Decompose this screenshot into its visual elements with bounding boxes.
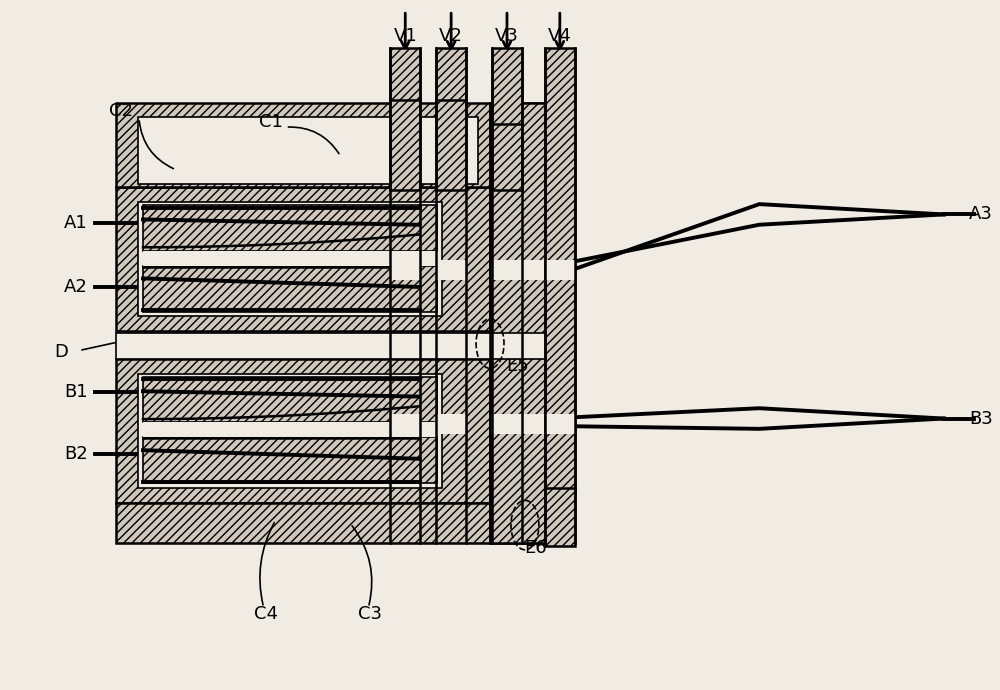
- Bar: [143, 377, 437, 422]
- Bar: [143, 422, 437, 437]
- Bar: [116, 103, 560, 187]
- Text: E5: E5: [507, 357, 529, 375]
- Text: A1: A1: [64, 214, 88, 232]
- Text: B1: B1: [64, 383, 88, 401]
- Text: C4: C4: [254, 605, 278, 623]
- Bar: [490, 103, 560, 543]
- Bar: [436, 99, 466, 190]
- Text: V1: V1: [393, 27, 417, 45]
- Bar: [390, 48, 420, 103]
- Text: B3: B3: [969, 410, 993, 428]
- Bar: [143, 206, 437, 250]
- Bar: [116, 187, 490, 331]
- Bar: [143, 437, 437, 484]
- Text: A2: A2: [64, 277, 88, 295]
- Bar: [138, 202, 442, 316]
- Bar: [436, 415, 466, 433]
- Bar: [545, 415, 575, 433]
- Text: A3: A3: [969, 206, 993, 224]
- Bar: [390, 99, 420, 190]
- Bar: [490, 260, 560, 279]
- Bar: [143, 266, 437, 312]
- Text: V3: V3: [495, 27, 519, 45]
- Bar: [545, 48, 575, 491]
- Bar: [116, 503, 560, 543]
- Text: C1: C1: [259, 112, 283, 130]
- Bar: [492, 415, 522, 433]
- Bar: [138, 374, 442, 488]
- Bar: [492, 260, 522, 279]
- Bar: [492, 124, 522, 190]
- Text: V4: V4: [548, 27, 572, 45]
- Bar: [116, 333, 560, 359]
- Bar: [545, 260, 575, 279]
- Text: C2: C2: [109, 102, 133, 120]
- Text: B2: B2: [64, 444, 88, 462]
- Bar: [138, 117, 478, 184]
- Text: D: D: [54, 343, 68, 361]
- Bar: [545, 488, 575, 546]
- Bar: [116, 359, 490, 503]
- Bar: [436, 48, 466, 103]
- Bar: [390, 415, 420, 433]
- Bar: [390, 260, 420, 279]
- Text: C3: C3: [358, 605, 382, 623]
- Bar: [490, 415, 560, 433]
- Text: E6: E6: [525, 539, 547, 557]
- Text: V2: V2: [439, 27, 463, 45]
- Bar: [143, 250, 437, 266]
- Bar: [436, 260, 466, 279]
- Bar: [492, 48, 522, 127]
- Bar: [138, 117, 478, 184]
